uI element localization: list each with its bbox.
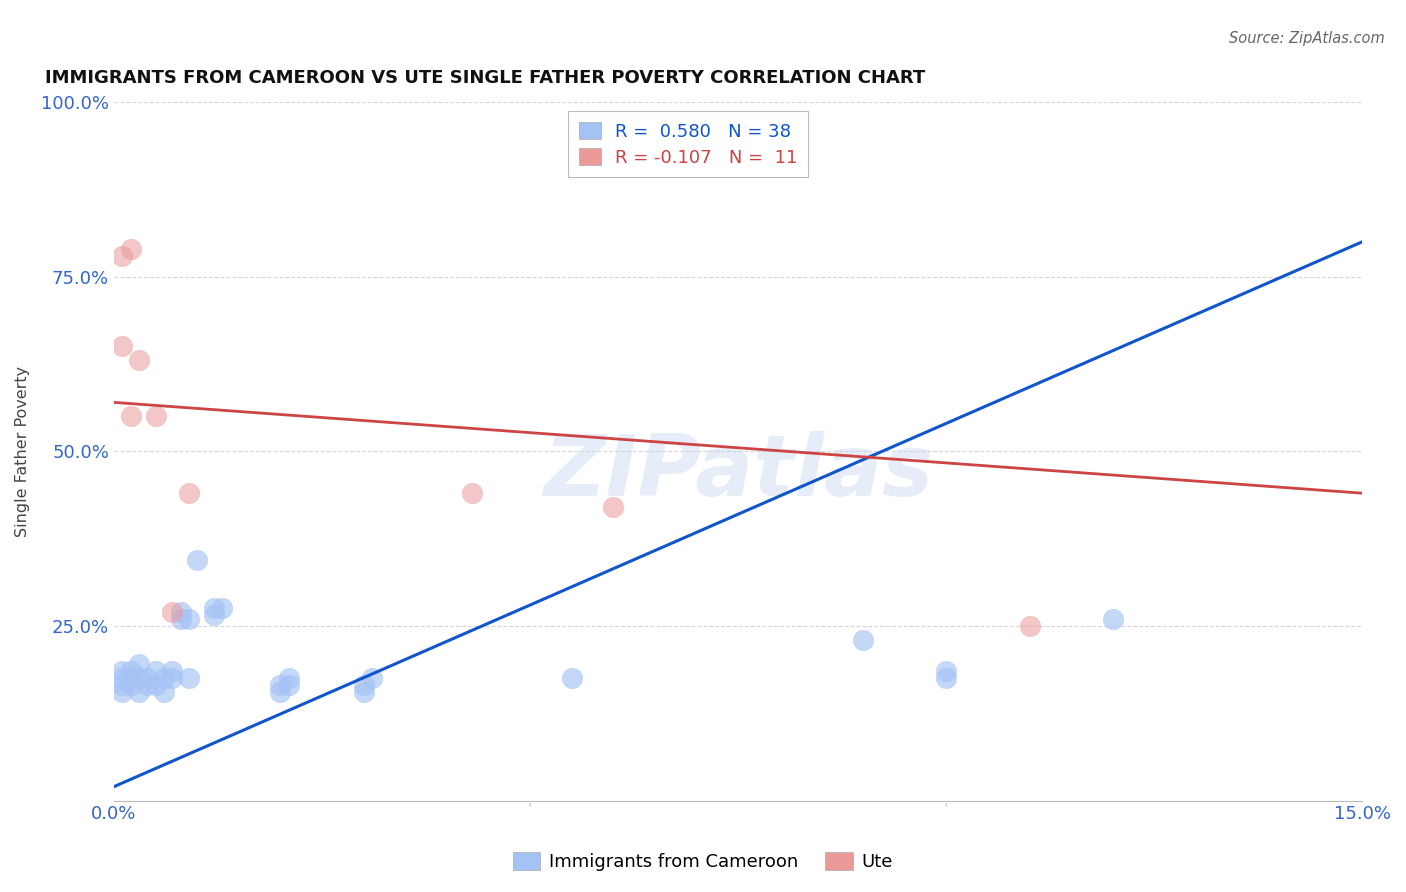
Point xyxy=(128,657,150,672)
Point xyxy=(145,665,167,679)
Point xyxy=(561,671,583,685)
Point xyxy=(145,409,167,424)
Point xyxy=(852,632,875,647)
Point xyxy=(162,671,184,685)
Point xyxy=(353,685,375,699)
Point xyxy=(177,612,200,626)
Text: ZIPatlas: ZIPatlas xyxy=(543,431,934,514)
Point xyxy=(120,409,142,424)
Point xyxy=(935,671,957,685)
Point xyxy=(145,678,167,692)
Point xyxy=(111,685,134,699)
Point xyxy=(120,665,142,679)
Point xyxy=(353,678,375,692)
Point xyxy=(120,671,142,685)
Point xyxy=(277,671,299,685)
Legend: R =  0.580   N = 38, R = -0.107   N =  11: R = 0.580 N = 38, R = -0.107 N = 11 xyxy=(568,111,808,178)
Point xyxy=(153,685,176,699)
Point xyxy=(1018,619,1040,633)
Point xyxy=(211,601,233,615)
Point xyxy=(120,678,142,692)
Point xyxy=(202,608,225,623)
Text: IMMIGRANTS FROM CAMEROON VS UTE SINGLE FATHER POVERTY CORRELATION CHART: IMMIGRANTS FROM CAMEROON VS UTE SINGLE F… xyxy=(45,69,925,87)
Legend: Immigrants from Cameroon, Ute: Immigrants from Cameroon, Ute xyxy=(506,846,900,879)
Point xyxy=(169,605,191,619)
Point xyxy=(186,552,208,566)
Point xyxy=(111,671,134,685)
Point xyxy=(111,665,134,679)
Point xyxy=(202,601,225,615)
Point xyxy=(1101,612,1123,626)
Point xyxy=(277,678,299,692)
Text: Source: ZipAtlas.com: Source: ZipAtlas.com xyxy=(1229,31,1385,46)
Point xyxy=(111,249,134,263)
Point xyxy=(128,353,150,368)
Point xyxy=(602,500,624,515)
Point xyxy=(162,605,184,619)
Point xyxy=(136,678,159,692)
Point xyxy=(153,671,176,685)
Point xyxy=(162,665,184,679)
Point xyxy=(177,486,200,500)
Point xyxy=(269,678,291,692)
Point xyxy=(169,612,191,626)
Point xyxy=(136,671,159,685)
Point xyxy=(461,486,484,500)
Point xyxy=(120,242,142,256)
Point xyxy=(111,339,134,353)
Point xyxy=(269,685,291,699)
Point xyxy=(111,678,134,692)
Point xyxy=(128,671,150,685)
Point xyxy=(935,665,957,679)
Point xyxy=(128,685,150,699)
Y-axis label: Single Father Poverty: Single Father Poverty xyxy=(15,366,30,537)
Point xyxy=(361,671,384,685)
Point xyxy=(177,671,200,685)
